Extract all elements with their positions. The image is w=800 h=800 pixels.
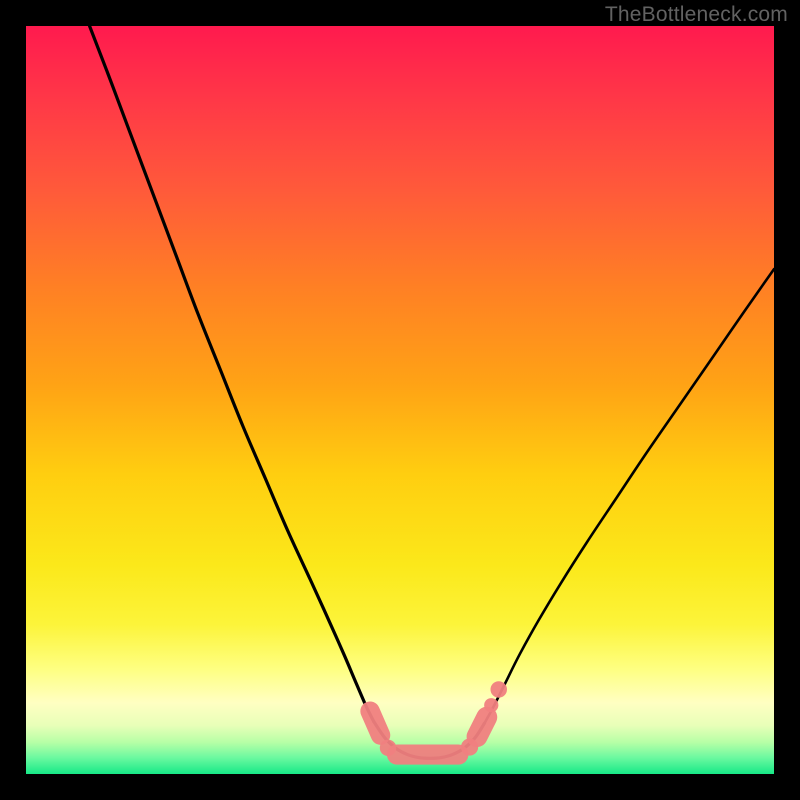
overlay-capsule-4 bbox=[477, 717, 487, 736]
watermark-text: TheBottleneck.com bbox=[605, 3, 788, 27]
chart-frame: TheBottleneck.com bbox=[0, 0, 800, 800]
overlay-capsule-0 bbox=[370, 711, 380, 735]
overlay-dot-6 bbox=[491, 681, 507, 697]
gradient-background bbox=[26, 26, 774, 774]
plot-area bbox=[26, 26, 774, 774]
overlay-dot-5 bbox=[484, 698, 498, 712]
plot-svg bbox=[26, 26, 774, 774]
